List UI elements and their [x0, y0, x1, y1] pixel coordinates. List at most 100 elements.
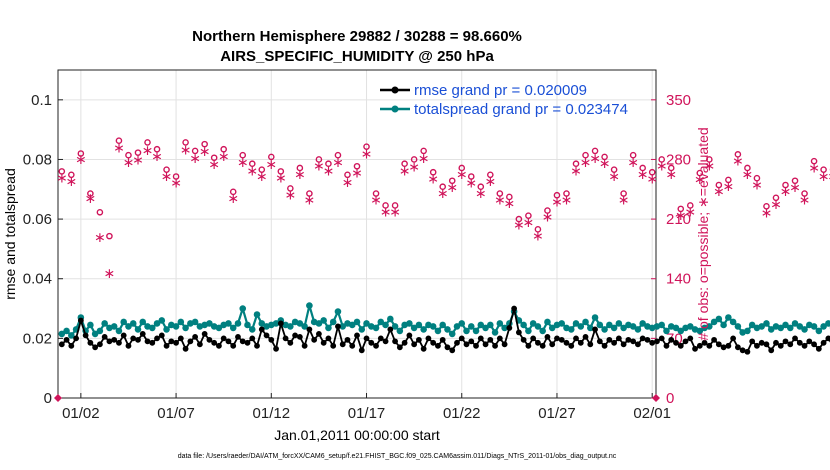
obs-evaluated-point: ∗	[665, 167, 677, 183]
totalspread-point	[796, 323, 804, 330]
rmse-point	[244, 339, 251, 346]
rmse-point	[463, 341, 470, 348]
obs-evaluated-point: ∗	[56, 170, 68, 186]
obs-evaluated-point: ∗	[523, 215, 535, 231]
totalspread-point	[686, 323, 694, 330]
obs-possible-point	[506, 193, 513, 201]
rmse-point	[649, 339, 656, 346]
totalspread-point	[782, 321, 789, 329]
obs-evaluated-point: ∗	[180, 142, 192, 158]
totalspread-point	[725, 314, 732, 321]
obs-possible-point	[439, 183, 447, 191]
obs-evaluated-point: ∗	[580, 155, 592, 171]
obs-possible-point	[572, 160, 580, 168]
obs-evaluated-point: ∗	[494, 193, 506, 209]
obs-possible-point	[706, 156, 713, 163]
obs-possible-point	[534, 226, 542, 233]
rmse-point	[687, 335, 694, 342]
totalspread-point	[120, 318, 128, 326]
obs-evaluated-point: ∗	[351, 165, 363, 181]
totalspread-point	[139, 318, 147, 326]
totalspread-point	[387, 315, 394, 323]
obs-possible-point	[267, 153, 275, 161]
rmse-point	[135, 336, 141, 343]
totalspread-point	[444, 326, 451, 333]
totalspread-point	[615, 320, 623, 327]
obs-possible-point	[334, 151, 342, 159]
rmse-point	[749, 338, 756, 345]
rmse-point	[520, 336, 527, 343]
totalspread-point	[677, 327, 685, 335]
rmse-point	[58, 341, 65, 348]
rmse-point	[701, 339, 708, 346]
rmse-point	[777, 342, 784, 349]
obs-possible-point	[134, 149, 142, 156]
legend-rmse-marker	[391, 86, 399, 94]
obs-evaluated-point: ∗	[227, 191, 239, 207]
totalspread-point	[348, 321, 356, 329]
totalspread-point	[472, 327, 480, 335]
obs-evaluated-point: ∗	[342, 175, 354, 191]
totalspread-point	[239, 305, 247, 312]
totalspread-point	[529, 320, 537, 327]
totalspread-point	[467, 323, 475, 330]
totalspread-point	[125, 323, 132, 330]
obs-evaluated-point: ∗	[85, 191, 97, 207]
obs-evaluated-point: ∗	[799, 193, 811, 209]
totalspread-point	[706, 323, 713, 330]
plot-frame	[57, 69, 657, 399]
rmse-point	[754, 342, 760, 349]
totalspread-point	[225, 320, 232, 327]
obs-evaluated-point: ∗	[94, 230, 106, 246]
rmse-point	[235, 333, 241, 340]
obs-evaluated-point: ∗	[389, 205, 401, 221]
data-file-footnote: data file: /Users/raeder/DAI/ATM_forcXX/…	[178, 453, 617, 460]
totalspread-point	[396, 327, 404, 335]
rmse-point	[411, 341, 418, 348]
rmse-point	[592, 326, 598, 333]
chart-title-line2: AIRS_SPECIFIC_HUMIDITY @ 250 hPa	[220, 48, 494, 65]
rmse-point	[482, 341, 489, 348]
obs-evaluated-point: ∗	[361, 147, 373, 163]
obs-possible-point	[248, 160, 256, 168]
obs-possible-point	[582, 151, 589, 159]
rmse-point	[611, 339, 618, 346]
rmse-point	[177, 335, 184, 342]
rmse-point	[763, 341, 770, 348]
rmse-point	[316, 330, 322, 337]
rmse-point	[787, 341, 794, 348]
rmse-point	[373, 342, 379, 349]
obs-possible-point	[229, 188, 237, 196]
totalspread-point	[577, 323, 585, 330]
obs-evaluated-point: ∗	[656, 159, 668, 175]
rmse-point	[387, 326, 394, 333]
rmse-point	[206, 336, 213, 343]
rmse-point	[258, 326, 265, 333]
obs-possible-point	[210, 154, 218, 162]
rmse-point	[668, 336, 675, 343]
x-tick-label: 01/12	[253, 405, 291, 422]
obs-possible-point	[753, 174, 761, 182]
totalspread-point	[429, 323, 437, 330]
rmse-point	[435, 342, 441, 349]
totalspread-point	[163, 326, 170, 333]
totalspread-point	[415, 321, 423, 329]
x-axis-label: Jan.01,2011 00:00:00 start	[274, 427, 440, 443]
rmse-point	[477, 335, 484, 342]
obs-possible-point	[686, 202, 694, 209]
totalspread-point	[501, 324, 508, 332]
totalspread-point	[191, 318, 199, 326]
y-tick-label-left: 0.1	[31, 92, 52, 109]
totalspread-point	[567, 326, 575, 333]
obs-evaluated-point: ∗	[408, 159, 420, 175]
rmse-series	[58, 305, 830, 355]
rmse-point	[706, 342, 713, 349]
obs-evaluated-point: ∗	[218, 149, 230, 165]
y-tick-label-left: 0.04	[23, 271, 52, 288]
rmse-point	[168, 338, 175, 345]
x-tick-label: 01/07	[157, 405, 195, 422]
obs-possible-point	[153, 145, 161, 153]
rmse-point	[335, 323, 341, 330]
legend: rmse grand pr = 0.020009 totalspread gra…	[380, 82, 628, 118]
